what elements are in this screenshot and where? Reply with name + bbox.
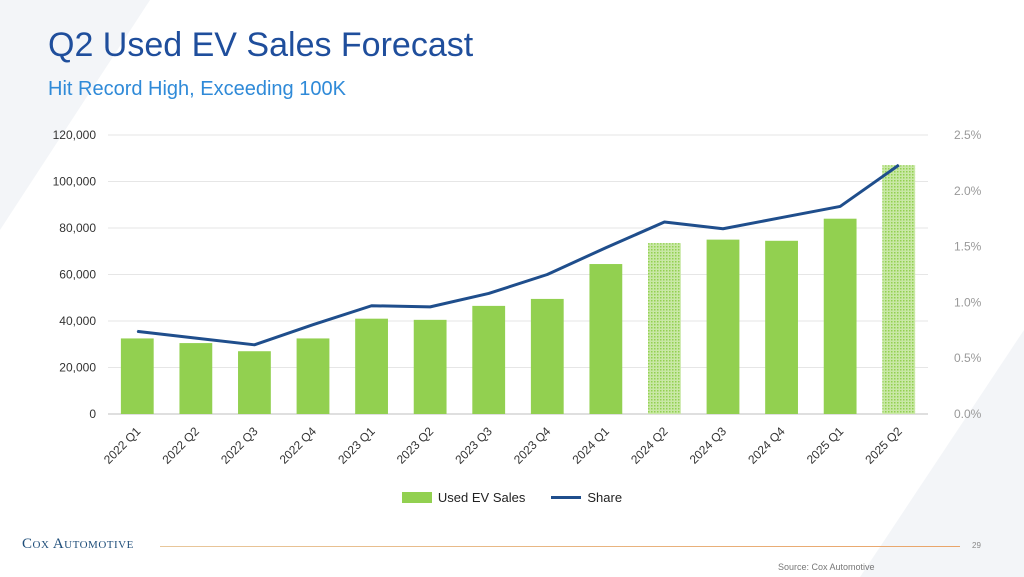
line-series	[136, 163, 900, 347]
x-tick-label: 2022 Q2	[160, 424, 203, 467]
bar	[823, 218, 857, 414]
page-subtitle: Hit Record High, Exceeding 100K	[48, 78, 346, 100]
x-tick-label: 2025 Q1	[804, 424, 847, 467]
bar	[706, 239, 740, 414]
legend-label-sales: Used EV Sales	[437, 490, 526, 505]
x-tick-label: 2023 Q3	[452, 424, 495, 467]
bar	[530, 298, 564, 414]
x-tick-label: 2022 Q3	[218, 424, 261, 467]
y-tick-label: 60,000	[59, 268, 96, 282]
y-tick-label: 100,000	[53, 175, 97, 189]
share-point	[371, 305, 373, 307]
share-point	[488, 292, 490, 294]
y2-tick-label: 0.0%	[954, 407, 982, 421]
x-tick-label: 2022 Q1	[101, 424, 144, 467]
bar	[238, 351, 271, 414]
share-point	[898, 164, 900, 166]
page-title: Q2 Used EV Sales Forecast	[48, 26, 474, 64]
bar	[413, 319, 447, 414]
y-tick-label: 20,000	[59, 361, 96, 375]
source-note: Source: Cox Automotive	[778, 562, 875, 572]
footer-divider	[160, 546, 960, 547]
bar	[589, 264, 623, 414]
legend-label-share: Share	[587, 490, 623, 505]
y2-tick-label: 2.5%	[954, 128, 982, 142]
bar	[179, 343, 213, 414]
bar	[355, 318, 388, 414]
share-point	[605, 247, 607, 249]
share-point	[781, 217, 783, 219]
legend-swatch-bar	[401, 492, 432, 503]
y-tick-label: 40,000	[59, 314, 96, 328]
x-tick-label: 2024 Q1	[570, 424, 613, 467]
page-number: 29	[972, 541, 981, 550]
x-tick-label: 2023 Q2	[394, 424, 437, 467]
share-point	[253, 344, 255, 346]
x-tick-label: 2025 Q2	[862, 424, 905, 467]
share-point	[546, 274, 548, 275]
y-axis-left: 0 20,000 40,000 60,000 80,000 100,000 120,000	[53, 128, 97, 421]
bar	[648, 243, 681, 414]
x-tick-label: 2024 Q2	[628, 424, 671, 467]
legend-swatch-line	[551, 496, 582, 499]
bar	[296, 338, 330, 414]
share-point	[312, 324, 314, 326]
share-point	[839, 205, 841, 207]
y2-tick-label: 2.0%	[954, 184, 982, 198]
chart-legend: Used EV Sales Share	[0, 490, 1024, 505]
y-tick-label: 120,000	[53, 128, 97, 142]
y-tick-label: 0	[89, 407, 96, 421]
share-point	[722, 228, 724, 230]
bar	[472, 305, 506, 414]
brand-logo: Cox Automotive	[22, 536, 134, 552]
legend-item-sales: Used EV Sales	[401, 490, 526, 505]
gridlines	[108, 134, 928, 415]
y-tick-label: 80,000	[59, 221, 96, 235]
bar	[882, 165, 916, 414]
bar	[765, 240, 798, 414]
share-point	[136, 330, 138, 332]
y-axis-right: 0.0% 0.5% 1.0% 1.5% 2.0% 2.5%	[954, 128, 982, 421]
y2-tick-label: 1.0%	[954, 295, 982, 309]
share-point	[195, 337, 197, 339]
chart: 020,00040,00060,00080,000100,000120,000 …	[53, 128, 982, 467]
share-line	[137, 163, 900, 347]
share-point	[429, 306, 431, 308]
bar-series	[120, 165, 916, 414]
x-tick-label: 2023 Q1	[335, 424, 378, 467]
share-point	[663, 221, 665, 223]
x-axis: 2022 Q1 2022 Q2 2022 Q3 2022 Q4 2023 Q1 2023 …	[101, 424, 905, 467]
y2-tick-label: 0.5%	[954, 351, 982, 365]
x-tick-label: 2022 Q4	[277, 424, 320, 467]
x-tick-label: 2024 Q3	[687, 424, 730, 467]
bar	[120, 338, 154, 414]
x-tick-label: 2023 Q4	[511, 424, 554, 467]
legend-item-share: Share	[551, 490, 622, 505]
x-tick-label: 2024 Q4	[745, 424, 788, 467]
y2-tick-label: 1.5%	[954, 240, 982, 254]
